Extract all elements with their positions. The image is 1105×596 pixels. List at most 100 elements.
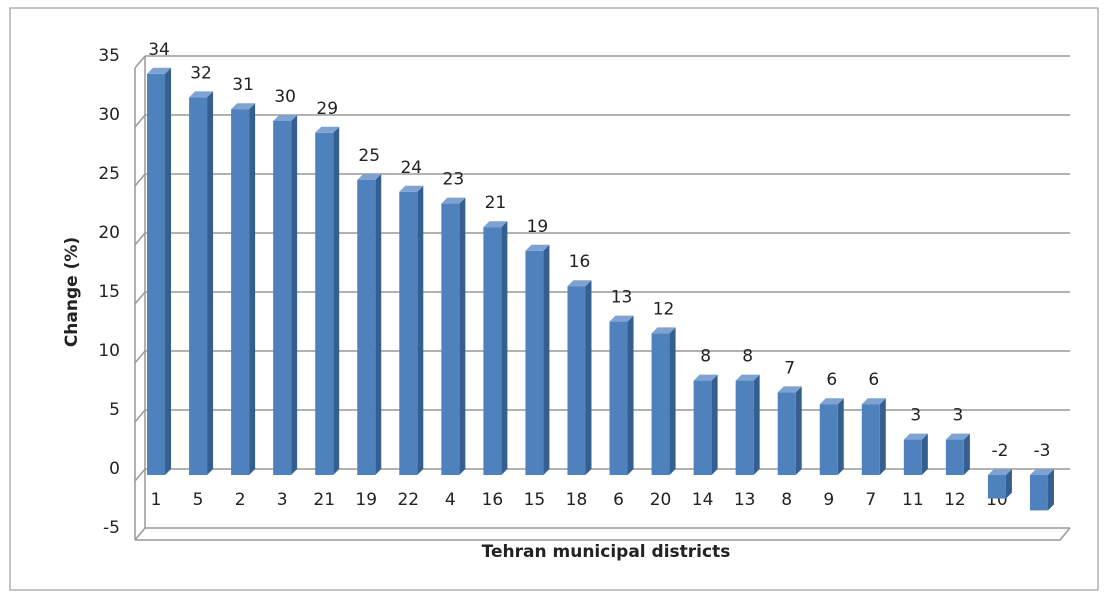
- floor: [135, 527, 1071, 541]
- bar: [651, 333, 670, 475]
- grid-side: [134, 468, 146, 482]
- value-label: 12: [653, 299, 675, 319]
- bar-top: [819, 398, 844, 405]
- bar: [735, 380, 754, 475]
- bar: [273, 121, 292, 475]
- bar-top: [903, 433, 928, 440]
- bar-top: [441, 197, 466, 204]
- bar: [441, 203, 460, 475]
- bar-top: [525, 244, 550, 251]
- bar-top: [1029, 469, 1054, 475]
- bar: [819, 404, 838, 475]
- bar-side: [249, 103, 256, 475]
- bar-top: [273, 115, 298, 121]
- value-label: 13: [611, 288, 633, 308]
- grid-side: [134, 527, 146, 541]
- value-label: 3: [952, 406, 963, 426]
- value-label: 8: [700, 347, 711, 367]
- bar-side: [333, 126, 340, 476]
- value-label: 19: [527, 217, 549, 237]
- bar-top: [777, 386, 802, 393]
- grid-side: [134, 409, 146, 423]
- bar-side: [837, 398, 844, 475]
- bar-side: [207, 91, 214, 476]
- x-tick-label: 18: [566, 490, 588, 510]
- bar-top: [945, 433, 970, 440]
- bar-top: [357, 174, 382, 180]
- bar-side: [795, 386, 802, 475]
- bar-top: [231, 103, 256, 110]
- bar: [777, 392, 796, 475]
- bar-side: [963, 433, 970, 475]
- value-label: 8: [742, 347, 753, 367]
- bar-side: [1005, 469, 1012, 499]
- grid-side: [134, 291, 146, 305]
- value-label: -3: [1034, 441, 1051, 461]
- x-axis-title: Tehran municipal districts: [482, 542, 731, 562]
- x-tick-label: 3: [277, 490, 288, 510]
- y-tick-label: 25: [98, 164, 120, 184]
- bar-side: [711, 374, 718, 475]
- value-label: 29: [316, 99, 338, 119]
- x-tick-label: 8: [781, 490, 792, 510]
- value-label: 7: [784, 358, 795, 378]
- bar-top: [609, 315, 634, 322]
- bar-top: [693, 374, 718, 381]
- grid-side: [134, 114, 146, 128]
- bar-side: [417, 185, 424, 476]
- y-tick-label: 5: [109, 400, 120, 420]
- x-tick-label: 12: [944, 490, 966, 510]
- bar-top: [147, 67, 172, 74]
- bar: [609, 321, 628, 475]
- bar-side: [501, 221, 508, 475]
- bar-side: [879, 398, 886, 475]
- bar-side: [585, 280, 592, 475]
- value-label: 21: [485, 193, 507, 213]
- bar: [231, 109, 250, 475]
- x-tick-label: 15: [524, 490, 546, 510]
- bar: [987, 475, 1006, 499]
- bar-top: [399, 185, 424, 192]
- bar-side: [753, 374, 760, 475]
- bar: [1029, 475, 1048, 511]
- grid-side: [134, 55, 146, 69]
- y-tick-label: 0: [109, 459, 120, 479]
- x-tick-label: 13: [734, 490, 756, 510]
- bar-top: [987, 469, 1012, 475]
- value-label: 34: [148, 40, 170, 60]
- x-tick-label: 9: [823, 490, 834, 510]
- bar-side: [921, 433, 928, 475]
- bar-side: [543, 244, 550, 475]
- y-tick-label: 30: [98, 105, 120, 125]
- bar-top: [189, 91, 214, 98]
- bar-side: [291, 115, 298, 475]
- bar: [525, 250, 544, 475]
- grid-side: [134, 232, 146, 246]
- value-label: 3: [910, 406, 921, 426]
- value-label: 24: [400, 158, 422, 178]
- bar-side: [165, 67, 172, 476]
- x-tick-label: 7: [865, 490, 876, 510]
- value-label: 31: [232, 75, 254, 95]
- bar: [861, 404, 880, 475]
- bar-top: [735, 374, 760, 381]
- bar-top: [861, 398, 886, 405]
- value-label: 6: [826, 370, 837, 390]
- bar-top: [651, 327, 676, 334]
- y-tick-label: 20: [98, 223, 120, 243]
- bar-top: [567, 280, 592, 287]
- x-tick-label: 5: [193, 490, 204, 510]
- value-label: 16: [569, 252, 591, 272]
- bar: [357, 180, 376, 475]
- value-label: 23: [443, 170, 465, 190]
- value-label: 6: [868, 370, 879, 390]
- chart-frame: [9, 7, 1099, 591]
- bar-side: [375, 174, 382, 475]
- bar: [945, 439, 964, 475]
- value-label: 30: [274, 87, 296, 107]
- x-tick-label: 14: [692, 490, 714, 510]
- y-tick-label: 15: [98, 282, 120, 302]
- bar: [693, 380, 712, 475]
- bar: [399, 191, 418, 476]
